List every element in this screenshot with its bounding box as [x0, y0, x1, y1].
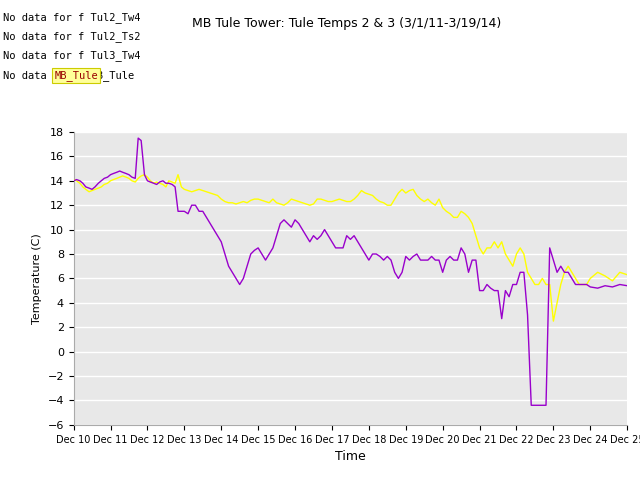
Text: No data for f MB_Tule: No data for f MB_Tule	[3, 70, 134, 81]
X-axis label: Time: Time	[335, 450, 366, 463]
Text: No data for f Tul3_Tw4: No data for f Tul3_Tw4	[3, 50, 141, 61]
Text: No data for f Tul2_Tw4: No data for f Tul2_Tw4	[3, 12, 141, 23]
Text: No data for f Tul2_Ts2: No data for f Tul2_Ts2	[3, 31, 141, 42]
Text: MB_Tule: MB_Tule	[54, 70, 98, 81]
Text: MB Tule Tower: Tule Temps 2 & 3 (3/1/11-3/19/14): MB Tule Tower: Tule Temps 2 & 3 (3/1/11-…	[192, 17, 501, 30]
Y-axis label: Temperature (C): Temperature (C)	[32, 233, 42, 324]
